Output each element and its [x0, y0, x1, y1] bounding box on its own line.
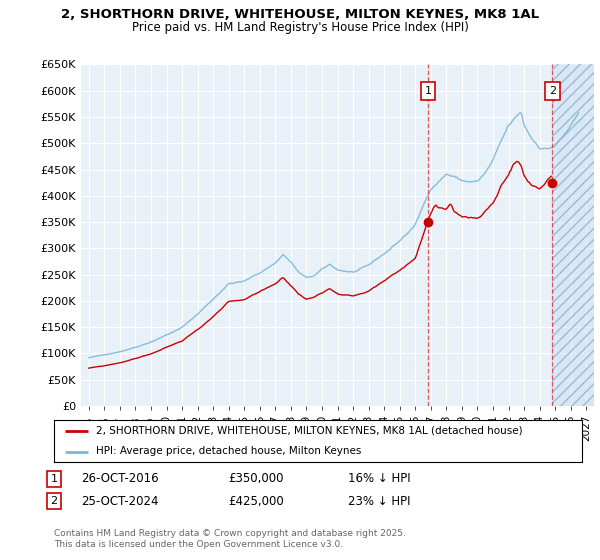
Text: £425,000: £425,000 [228, 494, 284, 508]
Text: 1: 1 [424, 86, 431, 96]
Text: 2, SHORTHORN DRIVE, WHITEHOUSE, MILTON KEYNES, MK8 1AL (detached house): 2, SHORTHORN DRIVE, WHITEHOUSE, MILTON K… [96, 426, 523, 436]
Bar [553, 64, 594, 406]
Text: HPI: Average price, detached house, Milton Keynes: HPI: Average price, detached house, Milt… [96, 446, 362, 456]
Text: 2: 2 [50, 496, 58, 506]
Text: £350,000: £350,000 [228, 472, 284, 486]
Text: 23% ↓ HPI: 23% ↓ HPI [348, 494, 410, 508]
Text: 26-OCT-2016: 26-OCT-2016 [81, 472, 158, 486]
Text: 25-OCT-2024: 25-OCT-2024 [81, 494, 158, 508]
Text: 2, SHORTHORN DRIVE, WHITEHOUSE, MILTON KEYNES, MK8 1AL: 2, SHORTHORN DRIVE, WHITEHOUSE, MILTON K… [61, 8, 539, 21]
Text: 16% ↓ HPI: 16% ↓ HPI [348, 472, 410, 486]
Text: Contains HM Land Registry data © Crown copyright and database right 2025.
This d: Contains HM Land Registry data © Crown c… [54, 529, 406, 549]
Text: 1: 1 [50, 474, 58, 484]
Bar [553, 64, 594, 406]
Text: 2: 2 [549, 86, 556, 96]
Text: Price paid vs. HM Land Registry's House Price Index (HPI): Price paid vs. HM Land Registry's House … [131, 21, 469, 34]
